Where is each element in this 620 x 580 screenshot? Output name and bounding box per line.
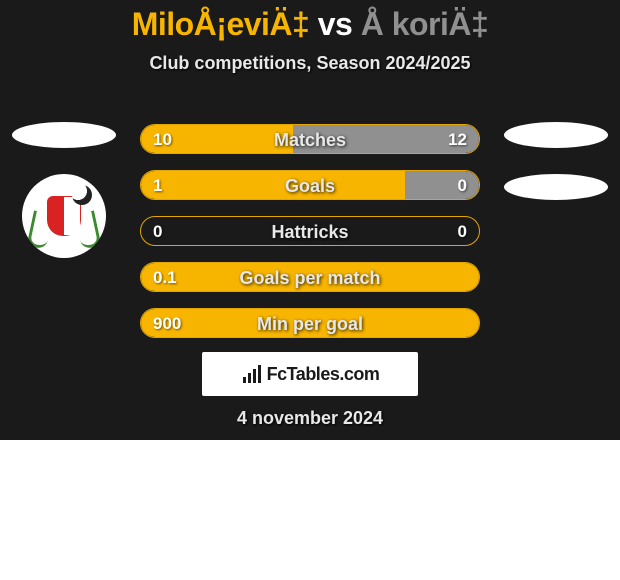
comparison-card: MiloÅ¡eviÄ‡ vs Å koriÄ‡ Club competition…	[0, 0, 620, 440]
subtitle: Club competitions, Season 2024/2025	[0, 53, 620, 74]
stat-label: Matches	[141, 125, 479, 154]
stat-rows-container: 1012Matches 10Goals 00Hattricks 0.1Goals pe…	[140, 124, 480, 354]
stat-label: Hattricks	[141, 217, 479, 246]
stat-row: 0.1Goals per match	[140, 262, 480, 292]
vs-text: vs	[318, 6, 353, 42]
player2-name: Å koriÄ‡	[361, 6, 489, 42]
player2-club-placeholder	[504, 174, 608, 200]
stat-label: Goals	[141, 171, 479, 200]
player1-club-logo	[22, 174, 106, 258]
brand-chart-icon	[241, 365, 263, 383]
player1-name: MiloÅ¡eviÄ‡	[132, 6, 310, 42]
left-avatars	[8, 122, 120, 258]
soccer-ball-icon	[72, 185, 92, 205]
brand-box: FcTables.com	[202, 352, 418, 396]
player1-avatar-placeholder	[12, 122, 116, 148]
stat-row: 00Hattricks	[140, 216, 480, 246]
stat-row: 10Goals	[140, 170, 480, 200]
date-text: 4 november 2024	[0, 408, 620, 429]
player2-avatar-placeholder	[504, 122, 608, 148]
stat-label: Min per goal	[141, 309, 479, 338]
stat-row: 900Min per goal	[140, 308, 480, 338]
page-title: MiloÅ¡eviÄ‡ vs Å koriÄ‡	[0, 0, 620, 43]
stat-row: 1012Matches	[140, 124, 480, 154]
stat-label: Goals per match	[141, 263, 479, 292]
right-avatars	[500, 122, 612, 226]
brand-text: FcTables.com	[267, 364, 380, 385]
